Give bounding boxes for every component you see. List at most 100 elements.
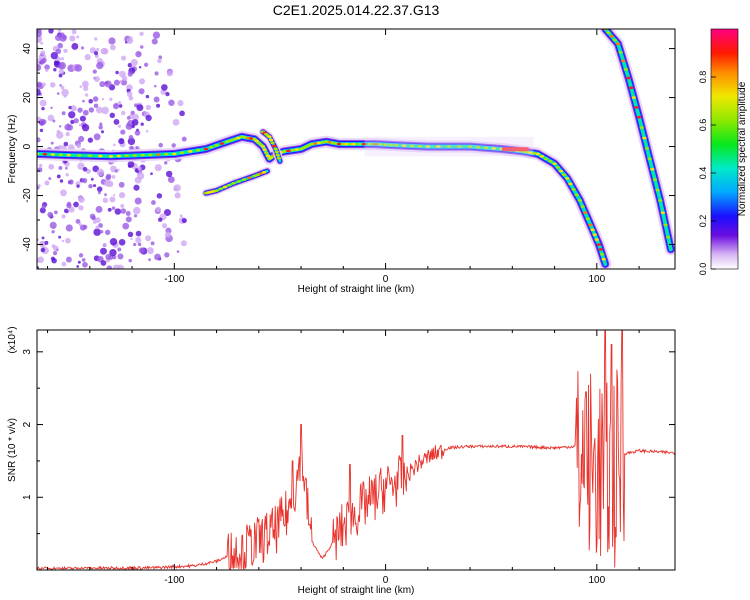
spectrogram-hotspot — [42, 152, 48, 156]
spectrogram-hotspot — [180, 151, 185, 154]
spectrogram-noise-blob — [41, 82, 46, 87]
spectrogram-noise-blob — [129, 146, 134, 151]
spectrogram-hotspot — [187, 150, 193, 153]
spectrogram-noise-blob — [116, 168, 120, 172]
spectrogram-noise-blob — [116, 264, 125, 269]
spectrogram-noise-blob — [73, 118, 79, 124]
spectrogram-noise-blob — [80, 46, 85, 50]
spectrogram-hotspot — [260, 145, 266, 148]
spectrogram-hotspot — [336, 142, 342, 146]
snr-background — [37, 330, 675, 570]
spectrogram-noise-blob — [118, 191, 126, 199]
spectrogram-noise-blob — [137, 242, 142, 247]
spectrogram-noise-blob — [78, 222, 82, 226]
spectrogram-noise-blob — [109, 97, 113, 101]
spectrogram-noise-blob — [38, 163, 43, 168]
spectrogram-noise-blob — [41, 236, 45, 240]
colorbar-label: Normalized spectral amplitude — [737, 81, 748, 216]
snr-ytick-label: 2 — [22, 421, 33, 427]
spectrogram-hotspot — [362, 142, 367, 146]
spectrogram-noise-blob — [59, 179, 64, 183]
spectrogram-hotspot — [87, 154, 93, 158]
spectrogram-noise-blob — [65, 224, 73, 232]
spectrogram-hotspot — [140, 153, 145, 157]
spectrogram-hotspot — [222, 185, 228, 189]
spectrogram-noise-blob — [125, 216, 132, 223]
spectrogram-noise-blob — [152, 31, 161, 39]
spectrogram-noise-blob — [82, 80, 89, 88]
snr-ytick-label: 3 — [22, 349, 33, 355]
spectrogram-noise-blob — [65, 256, 72, 263]
spectrogram-hotspot — [231, 181, 236, 185]
spectrogram-noise-blob — [133, 242, 137, 247]
snr-xtick-label: -100 — [164, 575, 184, 586]
spectrogram-noise-blob — [52, 250, 58, 256]
spectrogram-noise-blob — [78, 123, 82, 127]
spectrogram-noise-blob — [37, 64, 42, 72]
spectrogram-hotspot — [475, 145, 481, 149]
spectrogram-noise-blob — [153, 84, 157, 88]
spectrogram-noise-blob — [140, 122, 144, 126]
spectrogram-noise-blob — [38, 119, 46, 126]
spectrogram-noise-blob — [68, 105, 72, 110]
spectrogram-noise-blob — [100, 130, 105, 134]
spectrogram-noise-blob — [148, 258, 151, 262]
spectrogram-hotspot — [467, 145, 473, 148]
spectrogram-noise-blob — [84, 93, 89, 97]
spectrogram-ytick-label: 0 — [22, 143, 33, 149]
spectrogram-hotspot — [663, 223, 668, 227]
spectrogram-hotspot — [98, 154, 103, 158]
spectrogram-noise-blob — [109, 196, 116, 203]
spectrogram-noise-blob — [114, 208, 122, 215]
spectrogram-noise-blob — [77, 107, 83, 113]
spectrogram-hotspot — [356, 142, 362, 146]
spectrogram-hotspot — [539, 155, 545, 158]
spectrogram-noise-blob — [108, 37, 116, 45]
spectrogram-noise-blob — [140, 45, 144, 49]
spectrogram-xtick-label: 0 — [383, 274, 389, 285]
spectrogram-noise-blob — [163, 209, 171, 217]
spectrogram-hotspot — [148, 153, 153, 157]
snr-ylabel: SNR (10 * v/v) — [7, 418, 18, 482]
spectrogram-noise-blob — [61, 111, 66, 116]
spectrogram-hotspot — [203, 147, 209, 151]
spectrogram-noise-blob — [41, 106, 45, 111]
spectrogram-noise-blob — [77, 162, 85, 170]
spectrogram-noise-blob — [98, 125, 103, 130]
spectrogram-hotspot — [172, 152, 177, 156]
spectrogram-hotspot — [367, 142, 372, 146]
spectrogram-noise-blob — [134, 197, 142, 205]
spectrogram-noise-blob — [90, 177, 94, 181]
spectrogram-noise-blob — [50, 141, 54, 145]
spectrogram-noise-blob — [82, 166, 88, 172]
spectrogram-noise-blob — [156, 103, 161, 108]
spectrogram-noise-blob — [37, 184, 41, 188]
spectrogram-heat — [37, 29, 675, 269]
spectrogram-noise-blob — [69, 35, 76, 42]
spectrogram-noise-blob — [133, 214, 138, 218]
spectrogram-hotspot — [457, 145, 462, 148]
spectrogram-hotspot — [658, 199, 663, 202]
spectrogram-hotspot — [555, 166, 560, 169]
spectrogram-noise-blob — [168, 99, 175, 107]
spectrogram-noise-blob — [56, 131, 64, 139]
spectrogram-noise-blob — [49, 82, 56, 88]
spectrogram-noise-blob — [82, 99, 85, 103]
spectrogram-noise-blob — [45, 68, 49, 72]
spectrogram-noise-blob — [76, 143, 82, 149]
spectrogram-noise-blob — [81, 258, 86, 262]
spectrogram-noise-blob — [51, 230, 55, 234]
spectrogram-hotspot — [642, 136, 647, 140]
spectrogram-noise-blob — [145, 94, 150, 99]
spectrogram-noise-blob — [54, 210, 58, 215]
spectrogram-halo — [364, 136, 534, 157]
spectrogram-noise-blob — [181, 218, 187, 224]
spectrogram-noise-blob — [93, 133, 101, 141]
spectrogram-noise-blob — [95, 205, 103, 213]
spectrogram-noise-blob — [88, 107, 95, 113]
colorbar-tick-label: 0.0 — [698, 263, 708, 276]
snr-xtick-label: 100 — [588, 575, 605, 586]
spectrogram-hotspot — [124, 154, 129, 158]
spectrogram-noise-blob — [50, 256, 55, 261]
spectrogram-hotspot — [588, 223, 593, 227]
